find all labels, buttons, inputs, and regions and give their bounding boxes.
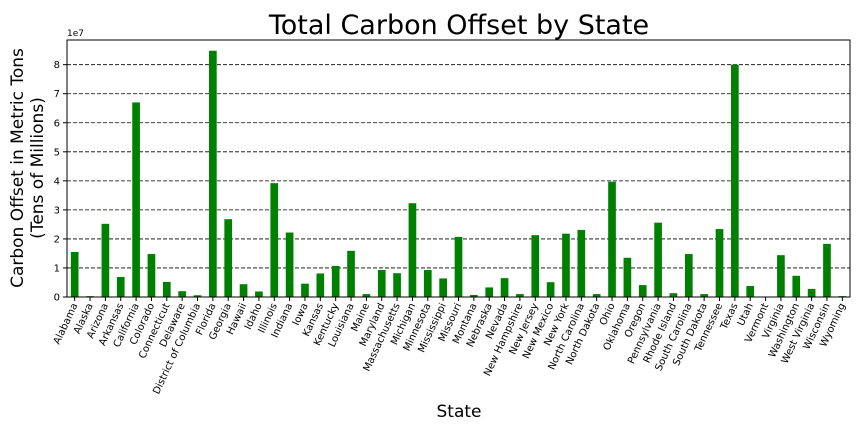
bar-alabama bbox=[70, 251, 79, 297]
bar-florida bbox=[209, 50, 217, 298]
bar-kansas bbox=[316, 273, 325, 297]
bar-south-dakota bbox=[700, 294, 708, 297]
y-axis-label-line1: Carbon Offset in Metric Tons bbox=[8, 48, 28, 288]
bar-new-jersey bbox=[531, 235, 540, 297]
bar-mississippi bbox=[439, 278, 447, 297]
bar-north-carolina bbox=[577, 229, 586, 297]
y-axis-label-group: Carbon Offset in Metric Tons (Tens of Mi… bbox=[8, 48, 48, 288]
x-tick-labels: AlabamaAlaskaArizonaArkansasCaliforniaCo… bbox=[52, 297, 848, 396]
bar-district-of-columbia bbox=[193, 295, 202, 297]
bar-maine bbox=[362, 294, 371, 297]
y-tick-label: 4 bbox=[54, 176, 60, 187]
bars bbox=[70, 50, 847, 298]
bar-california bbox=[132, 102, 140, 297]
bar-idaho bbox=[255, 291, 263, 297]
bar-indiana bbox=[285, 232, 294, 297]
y-tick-label: 8 bbox=[54, 60, 60, 71]
bar-minnesota bbox=[423, 269, 432, 297]
y-tick-label: 7 bbox=[54, 89, 60, 100]
bar-oregon bbox=[638, 285, 647, 297]
bar-south-carolina bbox=[684, 254, 693, 297]
x-axis-label: State bbox=[437, 402, 482, 422]
y-axis-label-line2: (Tens of Millions) bbox=[28, 97, 48, 239]
y-tick-label: 2 bbox=[54, 234, 60, 245]
bar-colorado bbox=[147, 254, 156, 297]
bar-arkansas bbox=[116, 276, 125, 297]
bar-tennessee bbox=[715, 229, 724, 297]
bar-new-york bbox=[562, 233, 570, 297]
bar-new-mexico bbox=[546, 282, 555, 297]
bar-missouri bbox=[454, 236, 463, 297]
bar-west-virginia bbox=[807, 288, 816, 297]
bar-kentucky bbox=[331, 265, 340, 297]
y-tick-label: 5 bbox=[54, 147, 60, 158]
y-tick-label: 3 bbox=[54, 205, 60, 216]
bar-washington bbox=[792, 275, 801, 297]
bar-connecticut bbox=[162, 281, 171, 297]
y-tick-labels: 0 1 2 3 4 5 6 7 8 bbox=[54, 60, 67, 304]
y-offset-text: 1e7 bbox=[67, 29, 84, 39]
bar-nevada bbox=[500, 278, 509, 297]
bar-georgia bbox=[224, 219, 233, 297]
bar-utah bbox=[746, 285, 755, 297]
bar-texas bbox=[731, 64, 739, 297]
bar-massachusetts bbox=[393, 273, 401, 297]
bar-pennsylvania bbox=[654, 222, 662, 297]
bar-wisconsin bbox=[823, 243, 831, 297]
bar-montana bbox=[470, 294, 478, 297]
bar-hawaii bbox=[239, 284, 248, 297]
bar-ohio bbox=[608, 181, 616, 297]
bar-new-hampshire bbox=[516, 294, 524, 297]
bar-arizona bbox=[101, 223, 110, 297]
y-tick-label: 6 bbox=[54, 118, 60, 129]
bar-oklahoma bbox=[623, 257, 632, 297]
bar-delaware bbox=[178, 291, 186, 297]
y-tick-label: 0 bbox=[54, 293, 60, 304]
bar-illinois bbox=[270, 183, 279, 297]
bar-rhode-island bbox=[669, 293, 678, 297]
bar-louisiana bbox=[347, 250, 355, 297]
chart-title: Total Carbon Offset by State bbox=[268, 10, 649, 41]
bar-nebraska bbox=[485, 287, 494, 297]
bar-virginia bbox=[777, 255, 785, 297]
bar-north-dakota bbox=[592, 294, 601, 297]
bar-michigan bbox=[408, 203, 417, 297]
bar-iowa bbox=[301, 283, 309, 297]
y-tick-label: 1 bbox=[54, 263, 60, 274]
bar-maryland bbox=[377, 269, 386, 297]
